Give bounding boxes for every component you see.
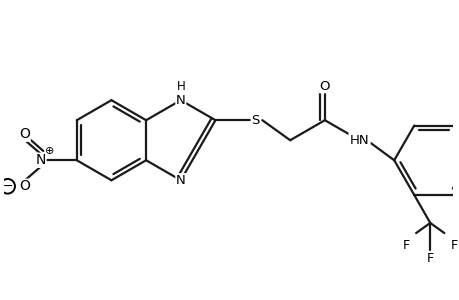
Text: HN: HN	[349, 134, 369, 147]
Text: ⊕: ⊕	[45, 146, 54, 157]
Text: F: F	[402, 239, 409, 252]
Text: O: O	[319, 80, 330, 93]
Text: H: H	[176, 80, 185, 93]
Text: F: F	[450, 239, 457, 252]
Text: N: N	[175, 94, 185, 107]
Text: S: S	[251, 114, 259, 127]
Text: O: O	[19, 127, 30, 141]
Text: O: O	[19, 179, 30, 193]
Text: N: N	[175, 174, 185, 187]
Text: F: F	[426, 252, 433, 265]
Text: −: −	[2, 180, 13, 193]
Text: N: N	[35, 153, 46, 167]
